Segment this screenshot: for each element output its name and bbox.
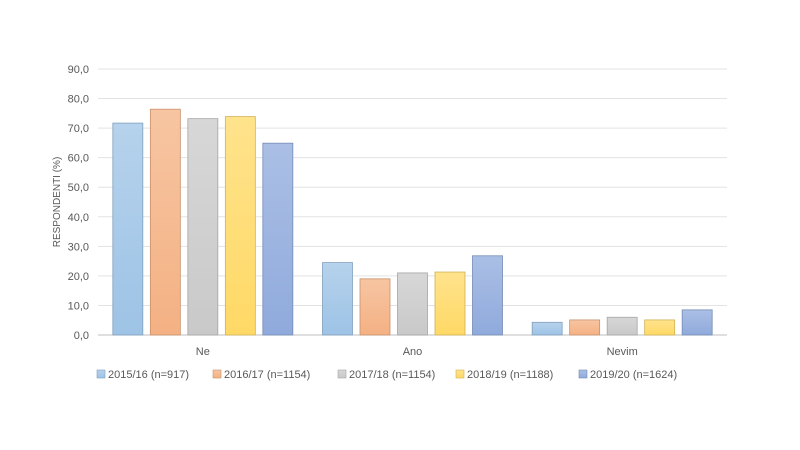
bar bbox=[472, 255, 503, 336]
y-tick-label: 10,0 bbox=[68, 300, 89, 312]
bar bbox=[681, 309, 713, 336]
y-tick-label: 20,0 bbox=[68, 271, 89, 283]
legend-item: 2015/16 (n=917) bbox=[96, 369, 189, 381]
bars bbox=[112, 108, 713, 336]
legend-label: 2019/20 (n=1624) bbox=[590, 369, 677, 381]
y-tick-label: 90,0 bbox=[68, 64, 89, 76]
legend-swatch bbox=[212, 369, 222, 379]
x-axis-categories: Ne Ano Nevim bbox=[196, 346, 638, 358]
bar bbox=[112, 122, 144, 336]
legend-swatch bbox=[337, 369, 347, 379]
x-category-label: Ne bbox=[196, 346, 210, 358]
bar bbox=[262, 142, 294, 336]
bar bbox=[187, 118, 219, 336]
legend: 2015/16 (n=917) 2016/17 (n=1154) 2017/18 (… bbox=[96, 369, 677, 381]
bar bbox=[359, 278, 391, 336]
x-category-label: Nevim bbox=[607, 346, 638, 358]
y-tick-label: 0,0 bbox=[74, 330, 89, 342]
legend-swatch bbox=[96, 369, 106, 379]
y-tick-label: 60,0 bbox=[68, 153, 89, 165]
y-tick-label: 50,0 bbox=[68, 182, 89, 194]
bar bbox=[644, 319, 676, 336]
y-axis-title: RESPONDENTI (%) bbox=[52, 157, 63, 248]
legend-label: 2017/18 (n=1154) bbox=[349, 369, 435, 381]
bar bbox=[531, 321, 563, 336]
y-axis-ticks: 0,0 10,0 20,0 30,0 40,0 50,0 60,0 70,0 80,0 90,0 bbox=[68, 64, 89, 342]
bar bbox=[569, 319, 601, 336]
legend-item: 2019/20 (n=1624) bbox=[578, 369, 677, 381]
x-category-label: Ano bbox=[403, 346, 423, 358]
y-tick-label: 70,0 bbox=[68, 123, 89, 135]
legend-item: 2016/17 (n=1154) bbox=[212, 369, 310, 381]
bar bbox=[606, 316, 638, 336]
y-tick-label: 40,0 bbox=[68, 212, 89, 224]
legend-swatch bbox=[578, 369, 588, 379]
bar bbox=[149, 108, 181, 336]
bar bbox=[322, 262, 353, 336]
legend-label: 2015/16 (n=917) bbox=[108, 369, 189, 381]
bar bbox=[434, 271, 466, 336]
legend-item: 2018/19 (n=1188) bbox=[455, 369, 553, 381]
y-tick-label: 30,0 bbox=[68, 241, 89, 253]
legend-item: 2017/18 (n=1154) bbox=[337, 369, 435, 381]
y-tick-label: 80,0 bbox=[68, 94, 89, 106]
legend-label: 2016/17 (n=1154) bbox=[224, 369, 310, 381]
legend-label: 2018/19 (n=1188) bbox=[467, 369, 553, 381]
bar bbox=[224, 116, 256, 336]
bar bbox=[397, 272, 428, 336]
legend-swatch bbox=[455, 369, 465, 379]
